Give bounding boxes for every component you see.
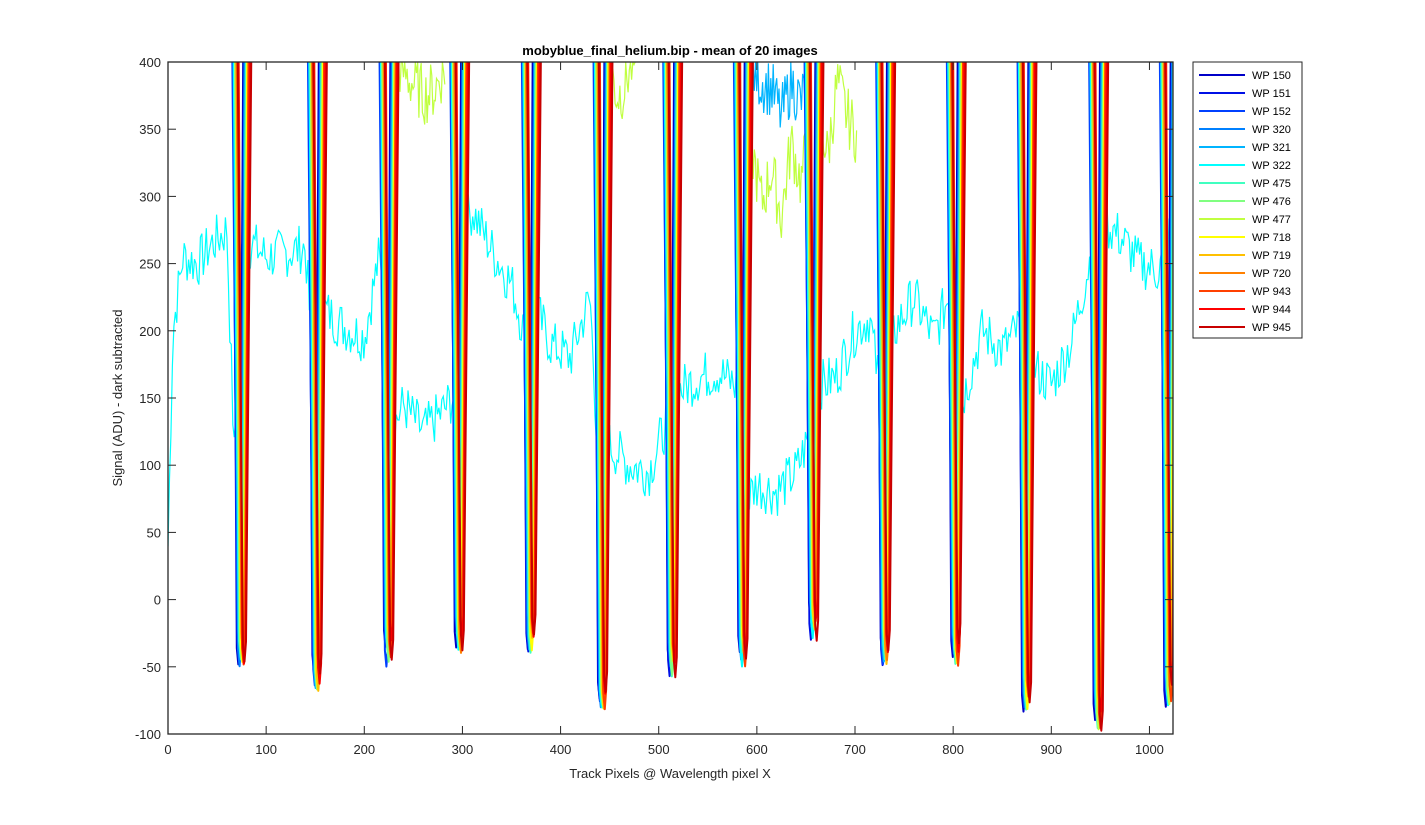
legend-label: WP 943 [1252,286,1291,298]
x-tick-label: 900 [1040,742,1062,757]
series-segment-wp-477 [751,98,811,238]
legend-label: WP 320 [1252,124,1291,136]
legend-label: WP 476 [1252,196,1291,208]
y-tick-label: 100 [139,458,161,473]
y-tick-label: 50 [147,525,161,540]
series-segment-wp-477 [391,62,446,125]
y-tick-label: 0 [154,593,161,608]
series-layer [168,62,1173,732]
legend-label: WP 150 [1252,70,1291,82]
series-segment-wp-477 [611,62,636,120]
legend-label: WP 321 [1252,142,1291,154]
x-tick-label: 700 [844,742,866,757]
y-tick-label: 250 [139,257,161,272]
legend-label: WP 152 [1252,106,1291,118]
y-tick-label: 150 [139,391,161,406]
legend-label: WP 477 [1252,214,1291,226]
x-tick-label: 0 [164,742,171,757]
chart-title: mobyblue_final_helium.bip - mean of 20 i… [522,43,817,58]
legend-label: WP 945 [1252,322,1291,334]
x-tick-label: 1000 [1135,742,1164,757]
x-axis-label: Track Pixels @ Wavelength pixel X [569,766,771,781]
y-tick-label: 200 [139,324,161,339]
legend-items: WP 150 WP 151 WP 152 WP 320 WP 321 WP 322 WP 4… [1199,70,1291,334]
legend-label: WP 475 [1252,178,1291,190]
legend-label: WP 944 [1252,304,1291,316]
legend-label: WP 151 [1252,88,1291,100]
y-tick-label: 300 [139,189,161,204]
series-line-wp-945 [236,62,1173,732]
x-tick-label: 500 [648,742,670,757]
y-tick-label: -100 [135,727,161,742]
legend-label: WP 719 [1252,250,1291,262]
x-tick-label: 600 [746,742,768,757]
legend-label: WP 720 [1252,268,1291,280]
y-tick-label: 400 [139,55,161,70]
y-tick-label: 350 [139,122,161,137]
y-axis: -100 -50 0 50 100 150 200 250 300 350 400 [135,55,1173,742]
x-tick-label: 100 [255,742,277,757]
x-tick-label: 200 [353,742,375,757]
x-axis: 0 100 200 300 400 500 600 700 800 900 1000 [164,62,1164,757]
series-segment-wp-477 [817,64,858,164]
x-tick-label: 400 [550,742,572,757]
series-segment-wp-321 [751,62,810,128]
y-axis-label: Signal (ADU) - dark subtracted [110,309,125,486]
y-tick-label: -50 [142,660,161,675]
legend-label: WP 322 [1252,160,1291,172]
x-tick-label: 300 [452,742,474,757]
x-tick-label: 800 [942,742,964,757]
legend-label: WP 718 [1252,232,1291,244]
legend: WP 150 WP 151 WP 152 WP 320 WP 321 WP 322 WP 4… [1192,61,1303,339]
